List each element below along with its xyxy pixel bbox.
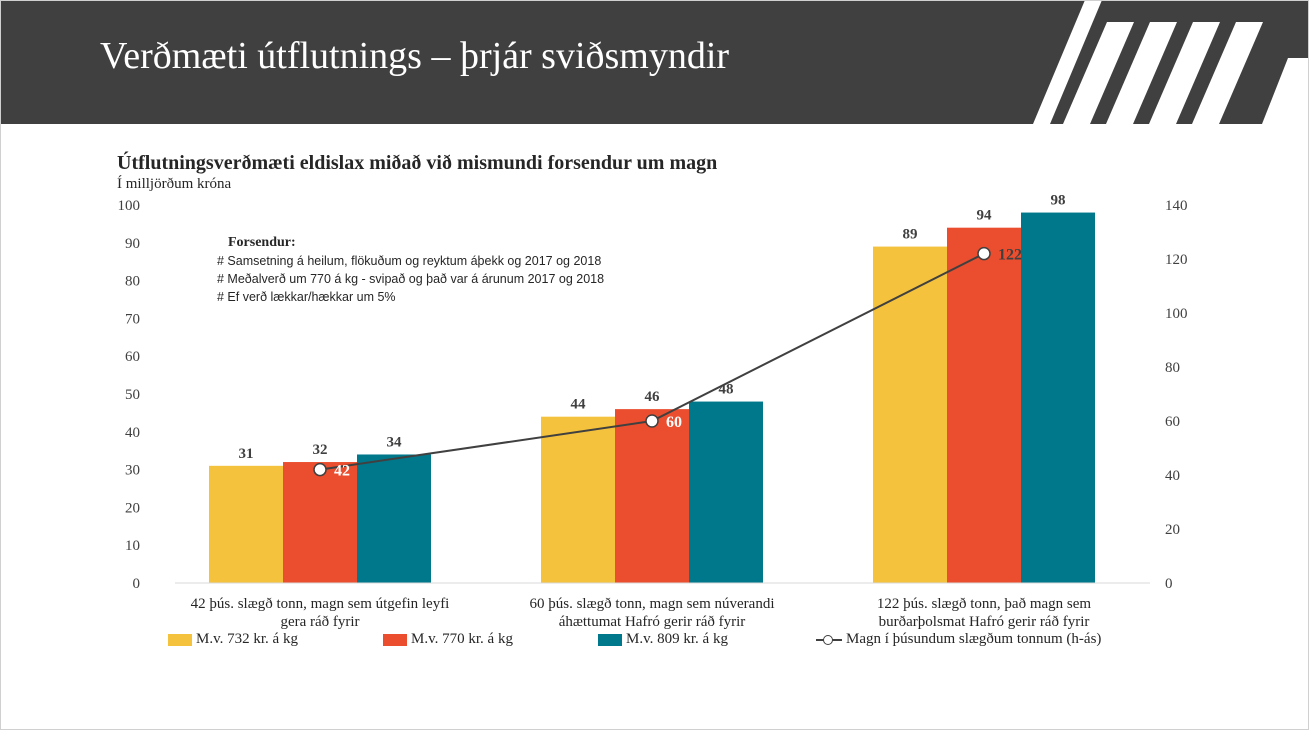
left-tick-label: 70 bbox=[125, 311, 140, 327]
legend-label: M.v. 809 kr. á kg bbox=[626, 631, 728, 647]
slide-title: Verðmæti útflutnings – þrjár sviðsmyndir bbox=[100, 35, 730, 77]
right-axis-ticks: 0 20 40 60 80 100 120 140 bbox=[1165, 198, 1188, 592]
logo-stripes-icon bbox=[1033, 0, 1309, 124]
right-tick-label: 140 bbox=[1165, 198, 1188, 214]
right-tick-label: 60 bbox=[1165, 414, 1180, 430]
bar bbox=[873, 246, 947, 583]
category-label: gera ráð fyrir bbox=[280, 614, 359, 630]
line-point bbox=[645, 414, 659, 428]
category-label: burðarþolsmat Hafró gerir ráð fyrir bbox=[879, 614, 1090, 630]
right-tick-label: 40 bbox=[1165, 468, 1180, 484]
legend-swatch-yellow bbox=[168, 633, 192, 646]
assumption-line: # Samsetning á heilum, flökuðum og reykt… bbox=[217, 254, 602, 268]
left-tick-label: 20 bbox=[125, 500, 140, 516]
category-label: áhættumat Hafró gerir ráð fyrir bbox=[559, 614, 746, 630]
left-tick-label: 30 bbox=[125, 463, 140, 479]
bar-value-label: 34 bbox=[387, 434, 403, 450]
bar bbox=[947, 227, 1021, 583]
right-tick-label: 80 bbox=[1165, 360, 1180, 376]
chart-legend: M.v. 732 kr. á kg M.v. 770 kr. á kg M.v.… bbox=[0, 631, 1309, 653]
bar-value-label: 31 bbox=[239, 446, 254, 462]
bar bbox=[689, 401, 763, 583]
bar bbox=[615, 409, 689, 583]
line-point bbox=[313, 462, 327, 477]
bar bbox=[357, 454, 431, 583]
bar bbox=[1021, 212, 1095, 583]
line-series: 42 60 122 bbox=[313, 246, 1022, 480]
legend-item: M.v. 732 kr. á kg bbox=[168, 631, 298, 648]
right-tick-label: 100 bbox=[1165, 306, 1188, 322]
legend-swatch-red bbox=[383, 633, 407, 646]
bar bbox=[283, 462, 357, 583]
legend-item: M.v. 809 kr. á kg bbox=[598, 631, 728, 648]
assumption-line: # Meðalverð um 770 á kg - svipað og það … bbox=[217, 272, 605, 286]
left-tick-label: 40 bbox=[125, 425, 140, 441]
assumptions-heading: Forsendur: bbox=[228, 235, 296, 250]
line-value-label: 122 bbox=[998, 247, 1022, 264]
left-tick-label: 10 bbox=[125, 538, 140, 554]
bar-value-label: 94 bbox=[977, 208, 993, 224]
bar-value-label: 46 bbox=[645, 389, 661, 405]
chart-title: Útflutningsverðmæti eldislax miðað við m… bbox=[117, 152, 718, 174]
legend-label: M.v. 770 kr. á kg bbox=[411, 631, 513, 647]
bar-value-label: 98 bbox=[1051, 193, 1066, 209]
left-tick-label: 100 bbox=[118, 198, 141, 214]
right-tick-label: 0 bbox=[1165, 576, 1173, 592]
left-axis-ticks: 0 10 20 30 40 50 60 70 80 90 100 bbox=[118, 198, 141, 592]
category-labels: 42 þús. slægð tonn, magn sem útgefin ley… bbox=[191, 596, 1092, 630]
bar bbox=[209, 465, 283, 583]
category-label: 122 þús. slægð tonn, það magn sem bbox=[877, 596, 1091, 612]
line-value-label: 60 bbox=[666, 414, 682, 431]
left-tick-label: 50 bbox=[125, 387, 140, 403]
bar-value-label: 32 bbox=[313, 442, 328, 458]
line-point bbox=[977, 246, 991, 261]
left-tick-label: 60 bbox=[125, 349, 140, 365]
slide-header: Verðmæti útflutnings – þrjár sviðsmyndir bbox=[0, 0, 1309, 124]
chart-subtitle: Í milljörðum króna bbox=[117, 176, 232, 192]
category-label: 42 þús. slægð tonn, magn sem útgefin ley… bbox=[191, 596, 450, 612]
left-tick-label: 90 bbox=[125, 236, 140, 252]
legend-item: Magn í þúsundum slægðum tonnum (h-ás) bbox=[816, 631, 1101, 648]
category-label: 60 þús. slægð tonn, magn sem núverandi bbox=[530, 596, 775, 612]
assumption-line: # Ef verð lækkar/hækkar um 5% bbox=[217, 290, 396, 304]
right-tick-label: 120 bbox=[1165, 252, 1188, 268]
bar-value-label: 89 bbox=[903, 227, 918, 243]
left-tick-label: 0 bbox=[133, 576, 141, 592]
line-value-label: 42 bbox=[334, 463, 350, 480]
left-tick-label: 80 bbox=[125, 274, 140, 290]
assumptions-note: Forsendur: # Samsetning á heilum, flökuð… bbox=[217, 234, 604, 306]
legend-line-marker-icon bbox=[816, 634, 842, 646]
legend-swatch-teal bbox=[598, 633, 622, 646]
legend-label: Magn í þúsundum slægðum tonnum (h-ás) bbox=[846, 631, 1102, 647]
legend-item: M.v. 770 kr. á kg bbox=[383, 631, 513, 648]
right-tick-label: 20 bbox=[1165, 522, 1180, 538]
bar-value-label: 44 bbox=[571, 397, 587, 413]
legend-label: M.v. 732 kr. á kg bbox=[196, 631, 298, 647]
bar bbox=[541, 416, 615, 583]
